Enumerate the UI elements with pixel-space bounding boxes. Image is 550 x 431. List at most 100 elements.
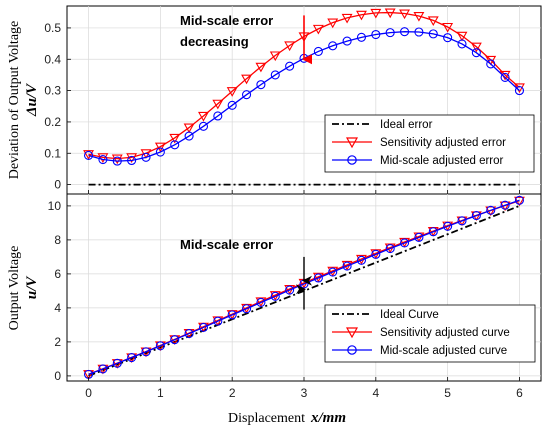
bottom-series-2-point-13 [270, 291, 280, 301]
legend-sensitivity-error-label: Sensitivity adjusted error [380, 137, 506, 149]
top-series-1-point-22 [399, 9, 410, 20]
top-annotation-line2: decreasing [180, 34, 249, 49]
bottom-legend: Ideal Curve Sensitivity adjusted curve M… [324, 304, 536, 363]
bottom-series-2-point-4 [141, 347, 151, 357]
top-y-tick-label-0: 0 [54, 178, 61, 192]
bottom-series-2-point-2 [112, 358, 122, 368]
bottom-tick-labels: 0 1 2 3 4 5 6 0 2 4 6 8 10 [48, 199, 523, 400]
x-tick-label-2: 2 [229, 386, 236, 400]
top-series-2-point-1 [98, 154, 108, 165]
top-series-2-point-28 [486, 59, 496, 69]
top-series-2-point-4 [141, 152, 151, 162]
bottom-series-2-point-3 [127, 352, 137, 363]
legend-midscale-error-label: Mid-scale adjusted error [380, 155, 504, 167]
top-series-2-point-30 [514, 86, 525, 96]
top-series-2-point-9 [213, 111, 223, 121]
top-series-2-point-0 [83, 150, 94, 161]
top-series-2-point-21 [385, 28, 395, 38]
top-y-tick-label-2: 0.2 [44, 115, 61, 129]
bottom-series-2-point-10 [227, 310, 237, 320]
top-series-2-point-8 [198, 121, 209, 131]
top-series-1-point-8 [198, 111, 209, 122]
top-y-tick-label-3: 0.3 [44, 84, 61, 98]
bottom-series-2-point-5 [155, 341, 165, 351]
top-series-2-point-17 [328, 41, 338, 51]
top-series-2-point-20 [371, 29, 381, 40]
bottom-series-2-point-20 [371, 249, 381, 259]
legend-sensitivity-curve-marker [345, 327, 359, 339]
top-series-2-point-19 [356, 32, 367, 42]
top-tick-labels: 0 0.1 0.2 0.3 0.4 0.5 [44, 21, 520, 194]
top-annotation-line1: Mid-scale error [180, 13, 273, 28]
bottom-y-tick-label-3: 6 [54, 267, 61, 281]
bottom-series-2-point-24 [428, 227, 438, 237]
top-series-2-point-7 [184, 131, 194, 141]
top-series-2-point-13 [270, 70, 280, 80]
bottom-series-2-point-27 [471, 211, 481, 221]
bottom-series-2-point-6 [170, 335, 180, 345]
top-y-axis-sublabel: Δu/V [24, 82, 40, 117]
top-series-1-point-10 [226, 87, 238, 97]
x-tick-label-4: 4 [372, 386, 379, 400]
legend-ideal-error-label: Ideal error [380, 119, 433, 131]
bottom-y-axis-sublabel: u/V [24, 275, 40, 300]
bottom-series-2-point-17 [328, 267, 338, 277]
x-tick-label-1: 1 [157, 386, 164, 400]
top-series-1-point-5 [154, 142, 166, 153]
bottom-annotation-label: Mid-scale error [180, 237, 273, 252]
top-series-1-point-16 [312, 24, 324, 35]
top-series-1-point-26 [456, 31, 468, 42]
bottom-y-tick-label-4: 8 [54, 233, 61, 247]
bottom-series-2-point-28 [486, 205, 496, 215]
top-series-2-point-11 [241, 90, 252, 100]
bottom-y-tick-label-5: 10 [48, 199, 62, 213]
bottom-series-2-point-1 [98, 364, 108, 374]
top-series-1-point-7 [183, 123, 195, 134]
top-y-axis-label: Deviation of Output Voltage [7, 21, 22, 180]
top-series-1-point-18 [341, 13, 353, 24]
bottom-series-2-point-18 [342, 261, 352, 271]
x-tick-label-0: 0 [85, 386, 92, 400]
top-series-2-point-5 [155, 147, 165, 157]
bottom-series-2-point-7 [184, 329, 194, 339]
top-series-2-point-12 [256, 80, 266, 90]
bottom-series-2-point-23 [414, 232, 424, 242]
top-y-tick-label-1: 0.1 [44, 146, 61, 160]
legend-ideal-curve-label: Ideal Curve [380, 309, 439, 321]
bottom-series-2-point-21 [385, 244, 395, 254]
top-series-2-point-3 [127, 155, 137, 166]
legend-midscale-curve-marker [347, 345, 357, 355]
bottom-y-tick-label-2: 4 [54, 301, 61, 315]
bottom-series-2-point-11 [241, 304, 252, 314]
bottom-series-2-point-12 [256, 297, 266, 308]
top-series-1-point-25 [442, 22, 454, 33]
top-series-2-point-22 [399, 27, 410, 37]
bottom-series-2-point-14 [285, 285, 295, 295]
top-series-1-point-21 [384, 8, 396, 19]
top-series-2-point-26 [457, 39, 467, 49]
top-series-2-point-16 [313, 46, 323, 56]
top-series-2-point-18 [342, 36, 352, 46]
top-series-1-point-11 [241, 74, 252, 85]
bottom-series-2-point-8 [198, 322, 209, 333]
top-series-1-point-20 [370, 8, 382, 19]
top-series-1-point-2 [111, 154, 123, 165]
top-series-2-point-25 [443, 33, 453, 43]
top-series-1-point-0 [83, 150, 94, 160]
top-series-2-point-23 [414, 27, 424, 37]
top-series-2-point-10 [227, 100, 237, 110]
top-y-tick-label-4: 0.4 [44, 52, 61, 66]
top-series-2-point-14 [285, 61, 295, 71]
top-series-1-point-27 [470, 42, 482, 53]
bottom-series-2-point-9 [213, 316, 223, 326]
top-series-1-point-19 [356, 10, 367, 21]
top-series-2-point-2 [112, 156, 122, 166]
bottom-series-2-point-29 [500, 200, 510, 210]
bottom-series-2-point-25 [443, 221, 453, 231]
top-series-1-point-14 [284, 41, 296, 52]
bottom-series-2-point-19 [356, 255, 367, 265]
legend-midscale-curve-label: Mid-scale adjusted curve [380, 345, 507, 357]
x-tick-label-5: 5 [444, 386, 451, 400]
top-series-1-point-13 [269, 51, 281, 62]
